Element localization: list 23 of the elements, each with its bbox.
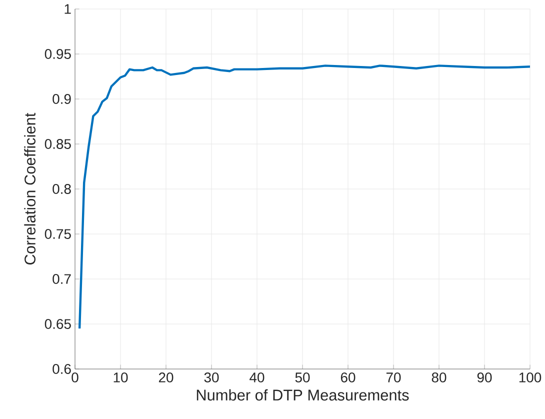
x-tick-label: 90 bbox=[477, 372, 492, 382]
x-tick-label: 70 bbox=[386, 372, 401, 382]
y-tick-label: 0.7 bbox=[52, 274, 71, 284]
x-tick-label: 10 bbox=[114, 372, 128, 382]
x-tick-label: 60 bbox=[340, 372, 356, 382]
x-tick-label: 40 bbox=[250, 372, 264, 382]
line-series bbox=[78, 64, 530, 330]
y-tick-label: 0.65 bbox=[44, 319, 71, 329]
x-tick-label: 100 bbox=[519, 372, 542, 382]
x-tick-label: 80 bbox=[432, 372, 446, 382]
x-tick-label: 20 bbox=[158, 372, 174, 382]
y-tick-label: 0.8 bbox=[52, 184, 71, 194]
y-tick-label: 0.95 bbox=[44, 49, 71, 59]
y-tick-label: 0.6 bbox=[52, 364, 71, 374]
x-tick-label: 50 bbox=[295, 372, 310, 382]
y-axis-title: Correlation Coefficient bbox=[24, 112, 36, 264]
y-tick-label: 0.85 bbox=[44, 139, 71, 149]
y-tick-label: 1 bbox=[64, 4, 71, 14]
x-tick-label: 0 bbox=[72, 372, 78, 382]
x-axis-title: Number of DTP Measurements bbox=[196, 389, 409, 401]
y-tick-label: 0.75 bbox=[44, 229, 71, 239]
y-tick-label: 0.9 bbox=[52, 94, 71, 104]
x-tick-label: 30 bbox=[204, 372, 219, 382]
